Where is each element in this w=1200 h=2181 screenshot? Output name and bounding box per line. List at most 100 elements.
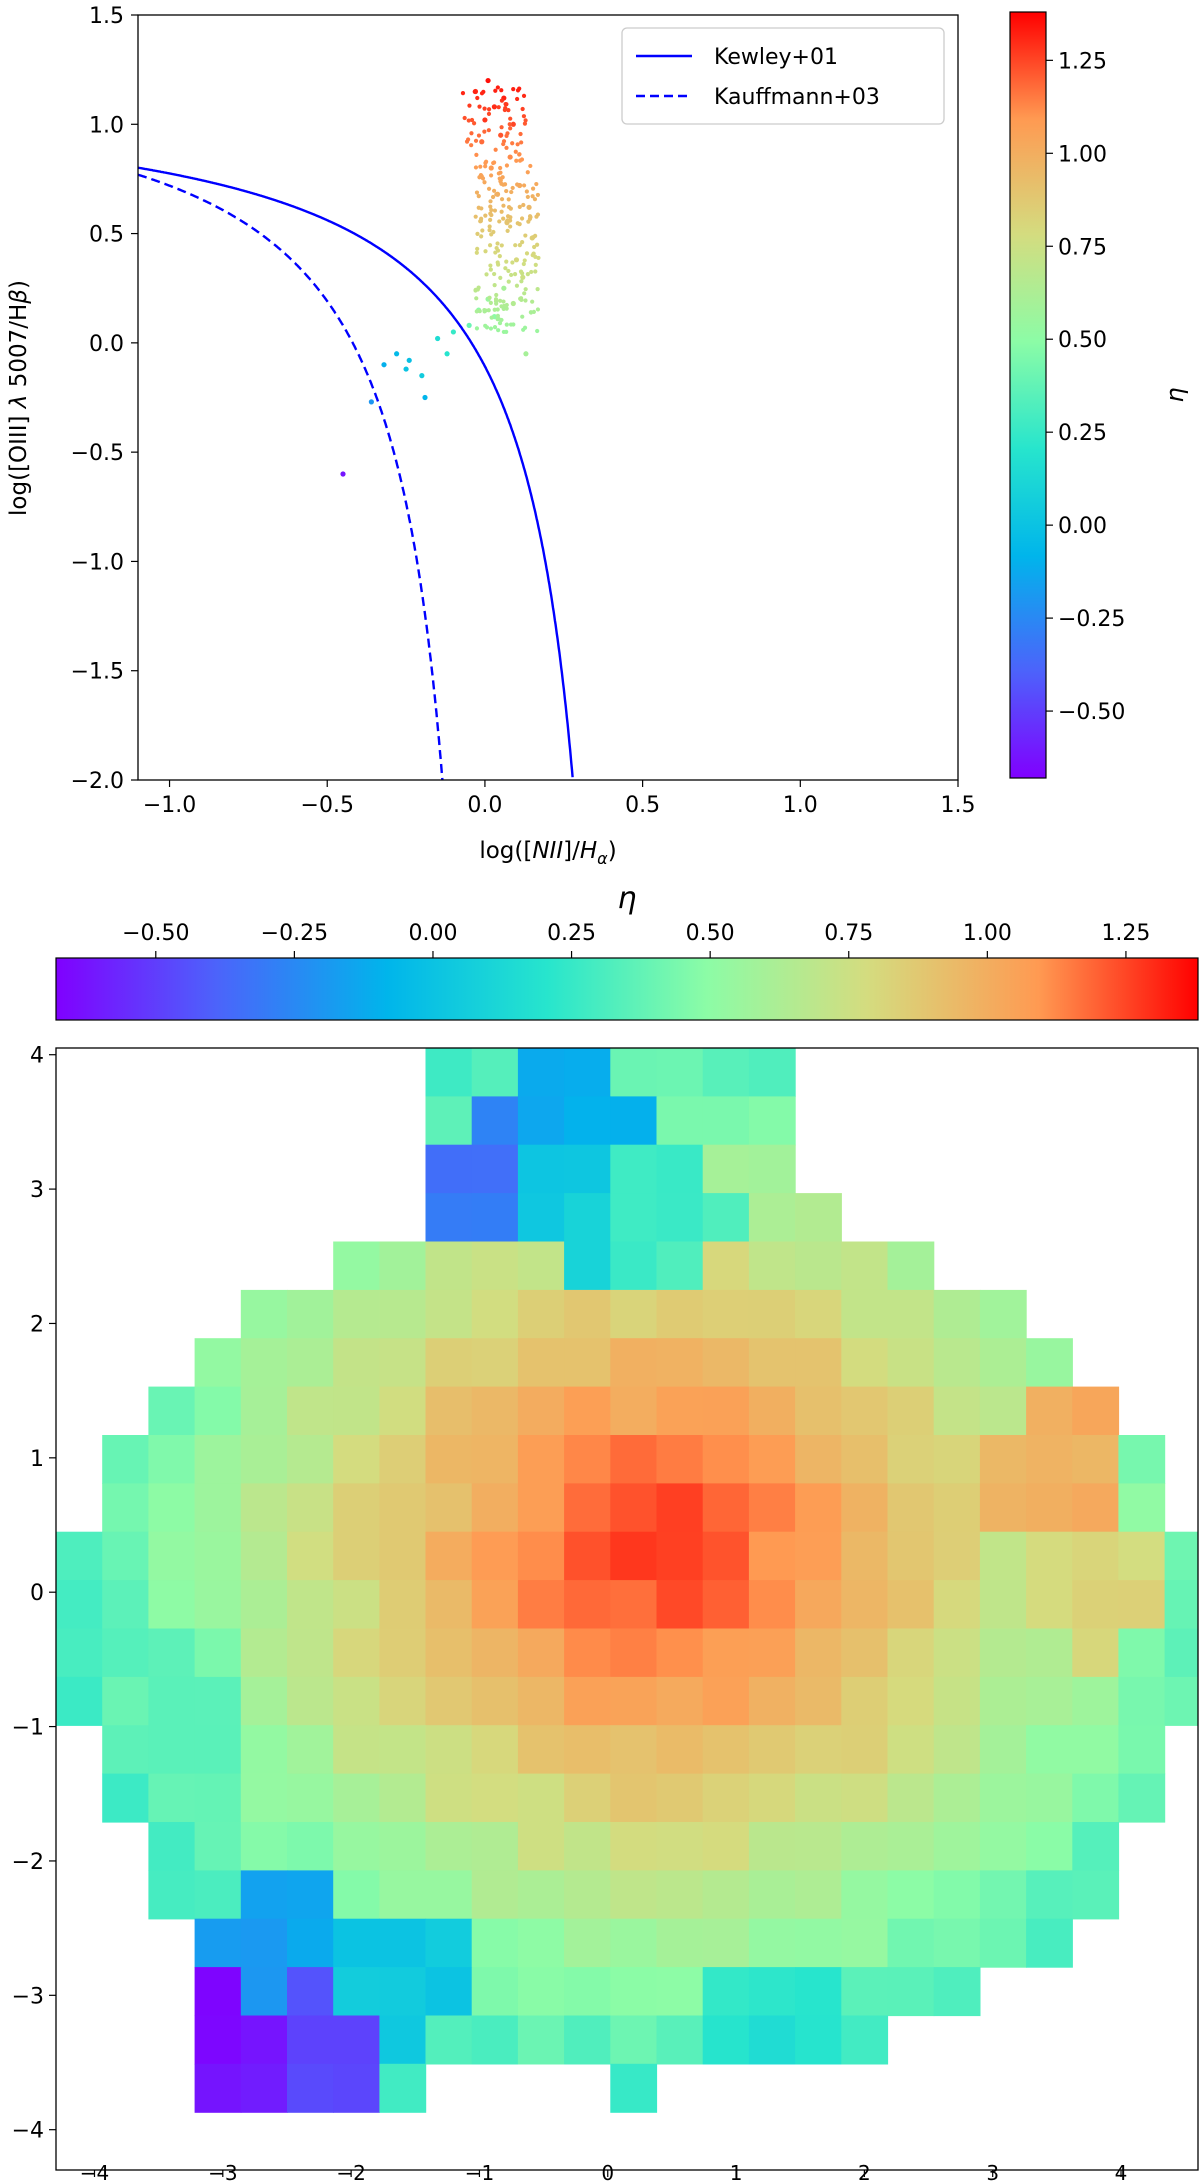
map-bin <box>287 1289 334 1339</box>
bpt-point <box>486 111 492 116</box>
bpt-point <box>522 291 527 296</box>
map-bin <box>933 1289 981 1339</box>
map-bin <box>610 1386 658 1436</box>
bpt-point <box>533 262 538 267</box>
map-bin <box>887 1967 935 2017</box>
bpt-point <box>520 274 526 280</box>
bpt-point <box>514 283 520 288</box>
map-bin <box>795 1725 842 1775</box>
map-bin <box>564 1386 611 1436</box>
map-bin <box>102 1435 149 1484</box>
map-bin <box>56 1628 103 1678</box>
map-bin <box>979 1338 1027 1388</box>
map-bin <box>795 1531 842 1581</box>
map-bin <box>379 1580 427 1630</box>
bpt-point <box>530 299 535 304</box>
bpt-point <box>477 104 482 109</box>
map-bin <box>287 1676 334 1726</box>
bpt-x-ticks: −1.0 −0.5 0.0 0.5 1.0 1.5 <box>143 780 976 818</box>
bpt-point <box>509 189 514 195</box>
map-bin <box>1072 1773 1120 1823</box>
map-bin <box>748 1289 796 1339</box>
map-bin <box>564 1193 611 1243</box>
map-bin <box>610 1967 658 2017</box>
map-bin <box>887 1386 935 1436</box>
bpt-point <box>519 140 524 145</box>
kauffmann-curve <box>138 173 444 780</box>
map-bin <box>933 1338 981 1388</box>
bpt-point <box>495 241 500 246</box>
map-bin <box>979 1822 1027 1871</box>
map-bin <box>748 1338 796 1388</box>
map-bin <box>795 1967 842 2017</box>
map-bin <box>425 1676 473 1726</box>
bpt-point <box>469 131 474 136</box>
map-bin <box>1026 1531 1073 1581</box>
map-bin <box>841 1773 889 1823</box>
map-bin <box>702 1822 750 1871</box>
map-colorbar-label: η <box>617 881 636 916</box>
map-bin <box>102 1580 149 1630</box>
bpt-point <box>508 322 514 327</box>
map-bin <box>564 1628 611 1678</box>
map-bin <box>425 1822 473 1871</box>
bpt-point <box>483 213 488 218</box>
map-bin <box>702 1289 750 1339</box>
kewley-curve <box>138 166 574 778</box>
bpt-point <box>499 98 505 103</box>
map-colorbar-tick-label: −0.25 <box>261 921 328 946</box>
map-bin <box>887 1435 935 1484</box>
map-bin <box>1026 1338 1073 1388</box>
map-bin <box>656 1676 704 1726</box>
map-bin <box>379 1338 427 1388</box>
bpt-point <box>499 88 504 93</box>
map-bin <box>194 2063 242 2113</box>
map-bin <box>240 1918 288 1968</box>
map-bin <box>702 1773 750 1823</box>
map-x-tick-label: 3 <box>986 2161 999 2181</box>
map-y-tick-label: −1 <box>12 1716 44 1741</box>
map-bin <box>379 1918 427 1968</box>
bpt-point <box>523 351 529 357</box>
map-bin <box>425 1435 473 1484</box>
map-x-tick-label: −1 <box>465 2161 494 2181</box>
map-bin <box>841 1289 889 1339</box>
map-bin <box>841 1918 889 1968</box>
map-bin <box>841 1967 889 2017</box>
map-bin <box>933 1870 981 1920</box>
map-bin <box>564 1967 611 2017</box>
bpt-point <box>493 88 498 93</box>
map-bin <box>194 1967 242 2017</box>
bpt-point <box>496 328 501 333</box>
bpt-point <box>502 182 508 187</box>
bpt-point <box>525 272 530 277</box>
bpt-point <box>506 279 511 284</box>
map-bin <box>933 1967 981 2017</box>
bpt-point <box>492 208 498 213</box>
map-bin <box>887 1241 935 1291</box>
map-bin <box>841 1676 889 1726</box>
bpt-point <box>479 234 484 239</box>
eta-map-panel: η −0.50 −0.25 0.00 0.25 0.50 0.75 1.00 1.25 −4−… <box>12 881 1199 2181</box>
bpt-point <box>506 108 511 113</box>
bpt-point <box>493 147 498 152</box>
map-bin <box>379 1870 427 1920</box>
map-bin <box>425 1918 473 1968</box>
bpt-point <box>474 190 480 195</box>
map-bin <box>471 1338 519 1388</box>
map-colorbar: η −0.50 −0.25 0.00 0.25 0.50 0.75 1.00 1.25 <box>55 881 1199 1021</box>
bpt-point <box>466 322 472 328</box>
map-colorbar-tick-label: 0.75 <box>824 921 873 946</box>
map-bin <box>610 2063 658 2113</box>
bpt-point <box>483 159 489 164</box>
map-bin <box>564 1289 611 1339</box>
bpt-point <box>528 310 534 315</box>
bpt-point <box>476 133 482 138</box>
map-bin <box>333 1628 380 1678</box>
map-bin <box>1026 1725 1073 1775</box>
bpt-x-tick-label: 1.5 <box>941 793 976 818</box>
map-bin <box>610 1338 658 1388</box>
map-bin <box>240 1676 288 1726</box>
map-bin <box>1026 1580 1073 1630</box>
bpt-point <box>534 181 539 187</box>
